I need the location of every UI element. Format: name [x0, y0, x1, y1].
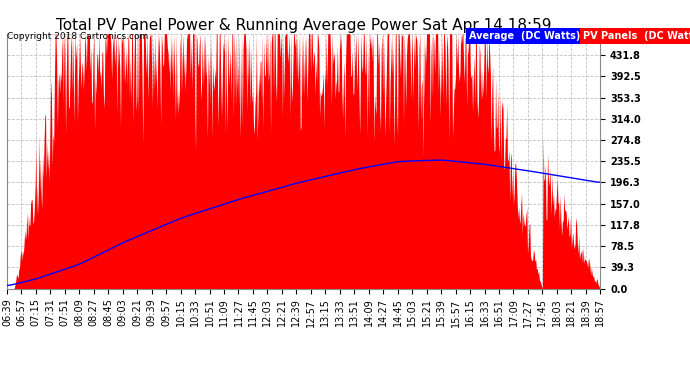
Text: Average  (DC Watts): Average (DC Watts) — [469, 31, 580, 40]
Text: Copyright 2018 Cartronics.com: Copyright 2018 Cartronics.com — [7, 32, 148, 41]
Title: Total PV Panel Power & Running Average Power Sat Apr 14 18:59: Total PV Panel Power & Running Average P… — [56, 18, 551, 33]
Text: PV Panels  (DC Watts): PV Panels (DC Watts) — [583, 31, 690, 40]
